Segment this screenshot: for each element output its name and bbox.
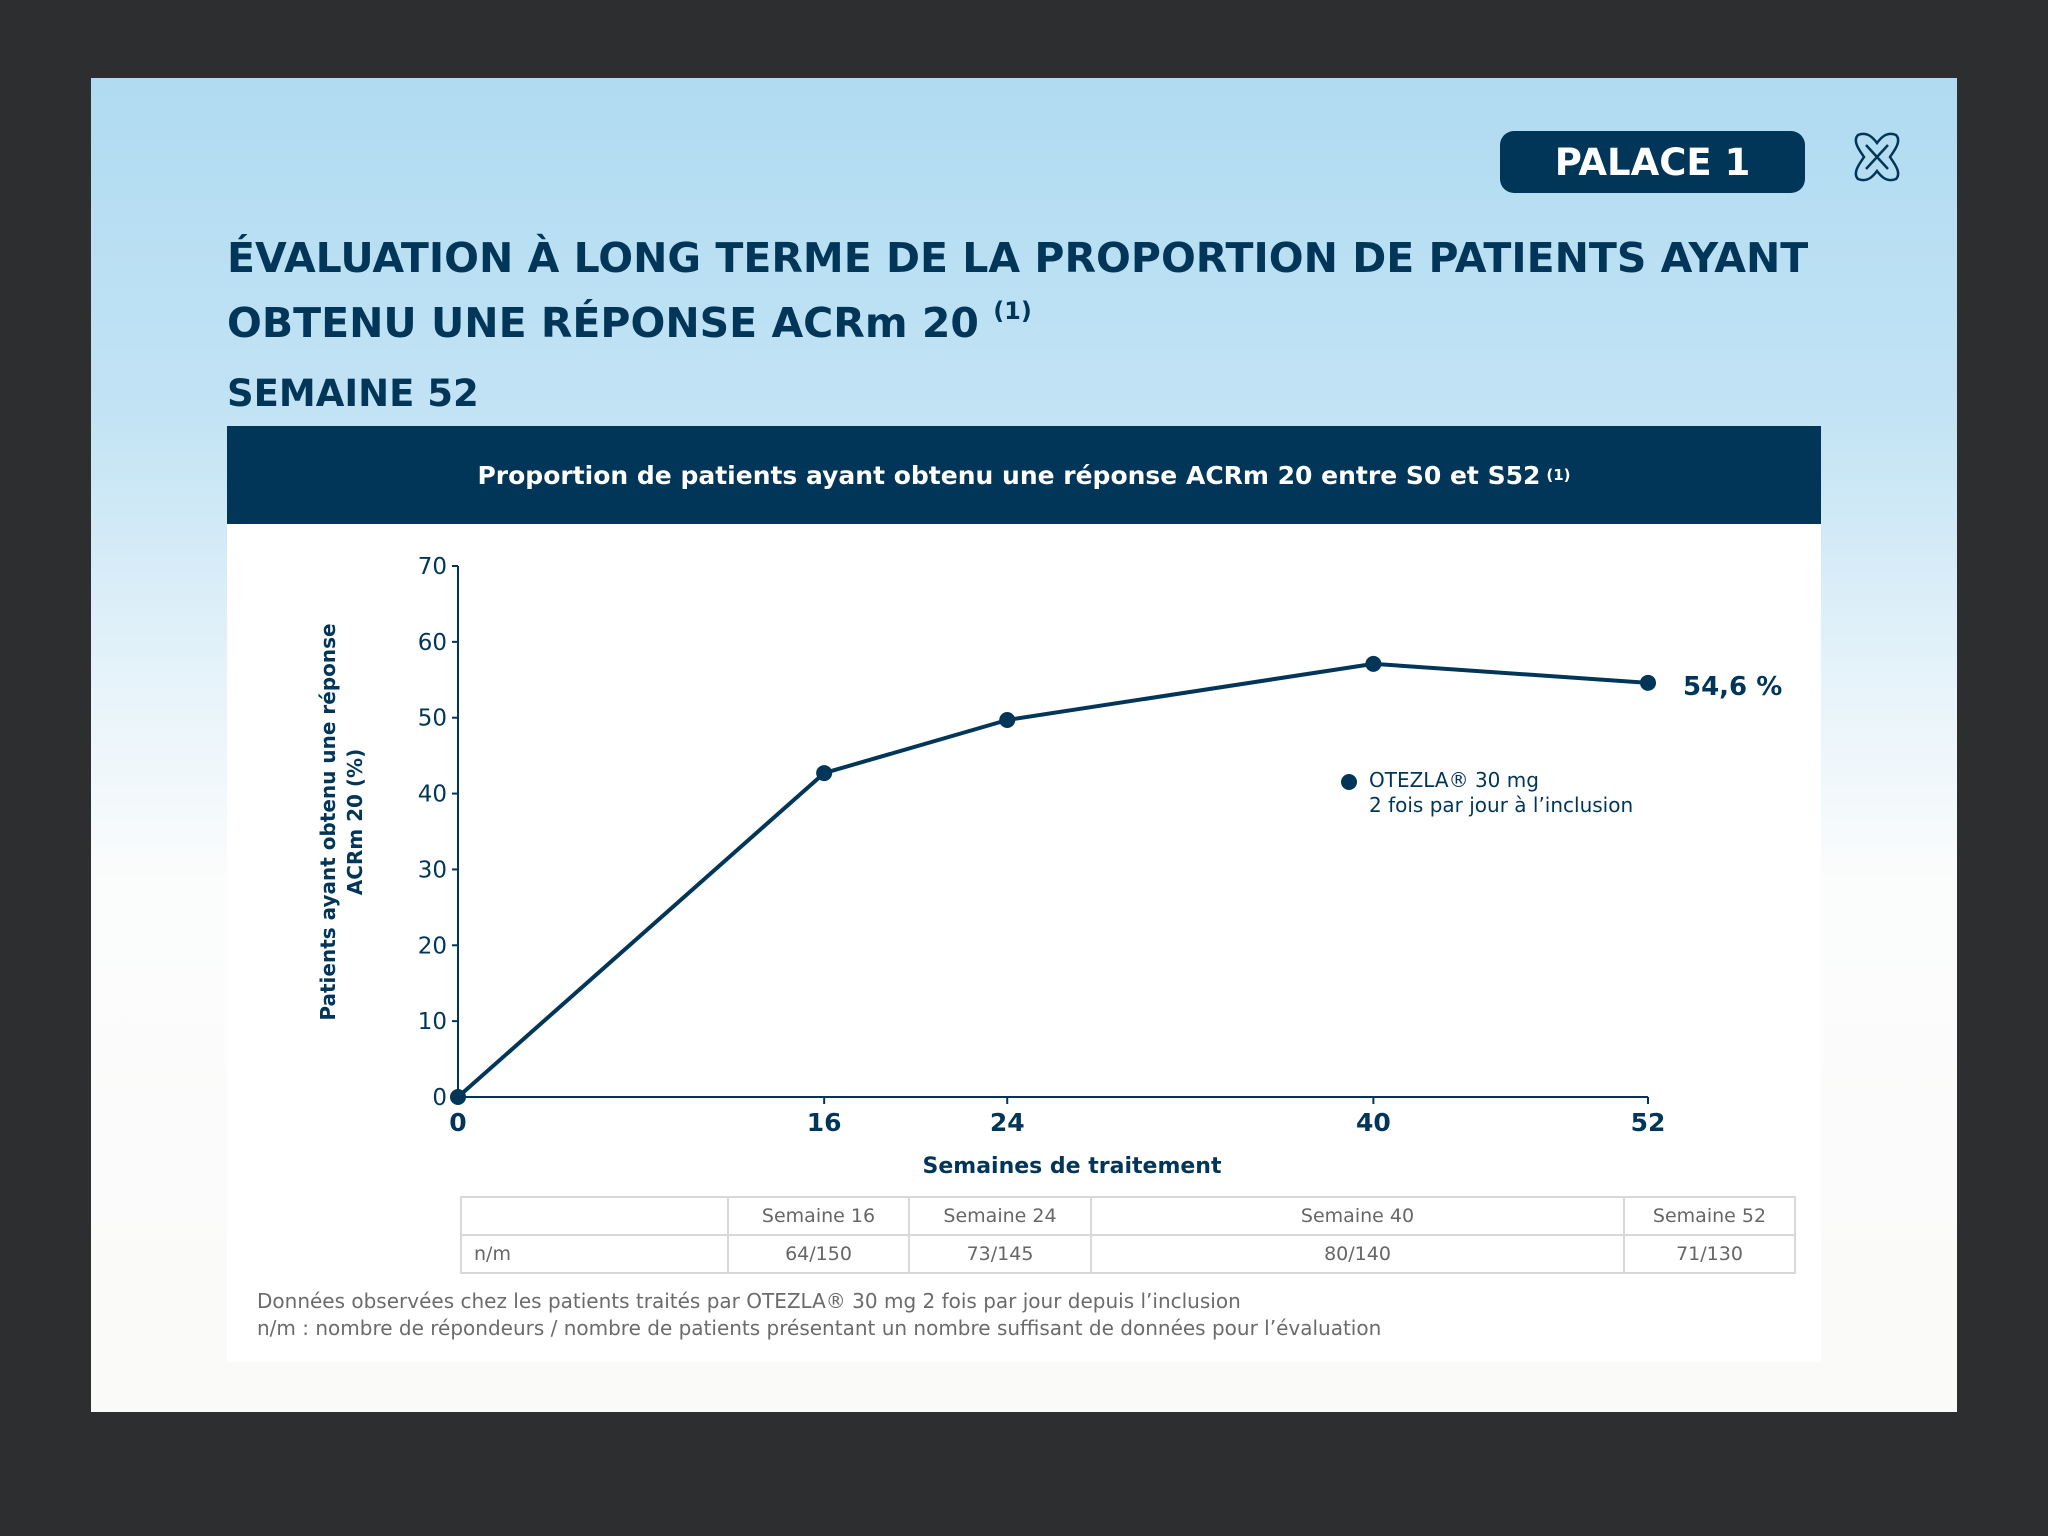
y-tick-label: 10 [418, 1009, 447, 1035]
table-header-cell [460, 1196, 729, 1236]
footnotes: Données observées chez les patients trai… [257, 1288, 1381, 1342]
title-reference: (1) [993, 297, 1032, 325]
final-value-label: 54,6 % [1683, 672, 1782, 702]
footnote: n/m : nombre de répondeurs / nombre de p… [257, 1316, 1382, 1340]
y-tick-label: 50 [418, 706, 447, 732]
y-axis-label-line-2: ACRm 20 (%) [343, 748, 367, 896]
y-tick-label: 40 [418, 782, 447, 808]
table-cell: 73/145 [908, 1234, 1092, 1274]
legend-label: OTEZLA® 30 mg [1369, 768, 1539, 792]
close-icon [1854, 132, 1900, 182]
x-tick-label: 0 [449, 1108, 466, 1137]
data-point [450, 1089, 466, 1105]
series-line [456, 661, 1649, 1099]
x-axis-label: Semaines de traitement [922, 1154, 1222, 1179]
table-cell: 71/130 [1623, 1234, 1796, 1274]
y-tick-label: 0 [432, 1085, 447, 1111]
y-tick-label: 70 [418, 554, 447, 580]
y-tick-label: 20 [418, 933, 447, 959]
table-row: n/m 64/150 73/145 80/140 71/130 [460, 1234, 1796, 1274]
legend-label-line-2: 2 fois par jour à l’inclusion [1369, 793, 1633, 817]
table-cell: 80/140 [1090, 1234, 1625, 1274]
table-cell: 64/150 [727, 1234, 910, 1274]
data-point [816, 765, 833, 782]
table-header-cell: Semaine 40 [1090, 1196, 1625, 1236]
data-point [999, 711, 1016, 728]
section-subtitle: SEMAINE 52 [227, 372, 479, 415]
x-tick-label: 24 [990, 1108, 1025, 1137]
title-line-1: ÉVALUATION À LONG TERME DE LA PROPORTION… [227, 234, 1809, 282]
legend-marker [1341, 774, 1357, 790]
chart-header-band: Proportion de patients ayant obtenu une … [227, 426, 1821, 524]
y-tick-label: 30 [418, 857, 447, 883]
table-header-cell: Semaine 52 [1623, 1196, 1796, 1236]
y-axis-label-line-1: Patients ayant obtenu une réponse [316, 623, 340, 1021]
data-point [1365, 655, 1382, 672]
close-button[interactable] [1850, 129, 1904, 185]
x-tick-label: 16 [807, 1108, 842, 1137]
table-row-label: n/m [460, 1234, 729, 1274]
y-axis-label: Patients ayant obtenu une réponse ACRm 2… [315, 623, 369, 1020]
footnote: Données observées chez les patients trai… [257, 1289, 1241, 1313]
x-tick-label: 52 [1631, 1108, 1666, 1137]
nm-table: Semaine 16 Semaine 24 Semaine 40 Semaine… [460, 1196, 1796, 1274]
study-badge: PALACE 1 [1500, 131, 1805, 193]
x-tick-label: 40 [1356, 1108, 1391, 1137]
table-header-row: Semaine 16 Semaine 24 Semaine 40 Semaine… [460, 1196, 1796, 1236]
data-point [1640, 674, 1656, 691]
table-header-cell: Semaine 16 [727, 1196, 910, 1236]
y-tick-label: 60 [418, 630, 447, 656]
table-header-cell: Semaine 24 [908, 1196, 1092, 1236]
chart-title-reference: (1) [1546, 466, 1571, 484]
title-line-2: OBTENU UNE RÉPONSE ACRm 20 [227, 299, 979, 347]
chart-title: Proportion de patients ayant obtenu une … [477, 460, 1541, 490]
page-title: ÉVALUATION À LONG TERME DE LA PROPORTION… [227, 232, 1808, 350]
